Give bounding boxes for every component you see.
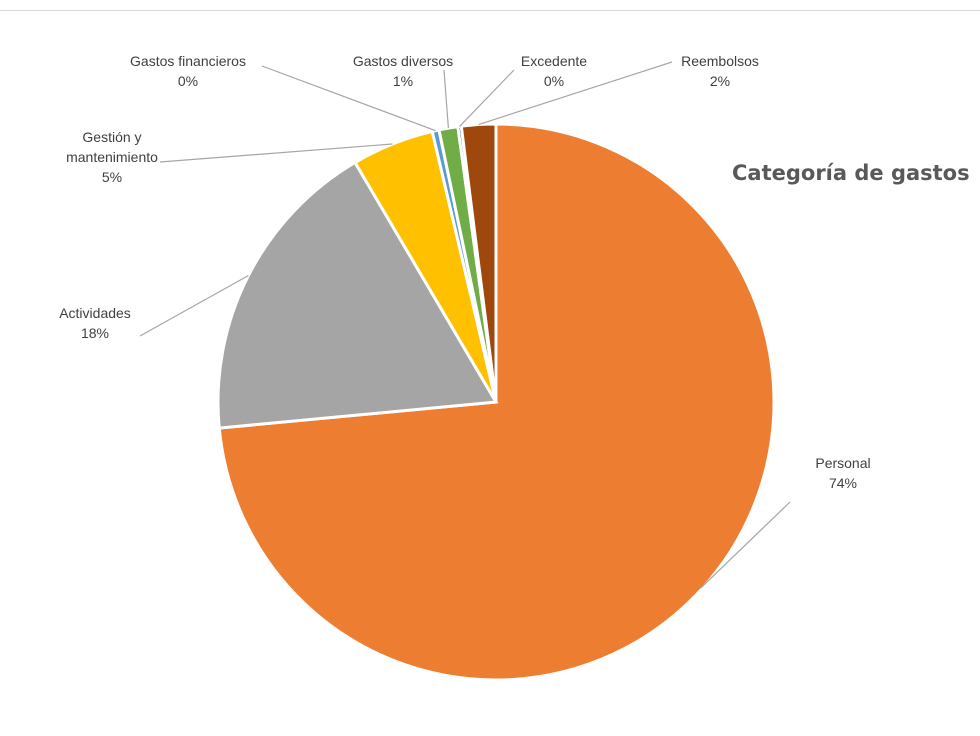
pie-slice-reembolsos bbox=[459, 122, 498, 403]
leader-lines bbox=[139, 61, 791, 589]
leader-line-gestion-y-mantenimiento bbox=[159, 143, 393, 163]
data-labels: Personal 74% Actividades 18% Gestión y manten… bbox=[59, 53, 870, 491]
data-label-gastos-financieros: Gastos financieros 0% bbox=[130, 53, 246, 89]
pie-slice-actividades bbox=[216, 160, 499, 430]
data-label-gestion-y-mantenimiento: Gestión y mantenimiento 5% bbox=[66, 129, 158, 185]
data-label-reembolsos: Reembolsos 2% bbox=[681, 53, 759, 89]
data-label-actividades: Actividades 18% bbox=[59, 305, 131, 341]
leader-line-personal bbox=[700, 501, 791, 589]
data-label-excedente: Excedente 0% bbox=[521, 53, 587, 89]
leader-line-reembolsos bbox=[478, 61, 673, 126]
leader-line-gastos-diversos bbox=[443, 69, 449, 129]
leader-line-actividades bbox=[139, 274, 249, 337]
top-divider bbox=[0, 10, 980, 11]
data-label-gastos-diversos: Gastos diversos 1% bbox=[353, 53, 453, 89]
chart-title: Categoría de gastos bbox=[732, 161, 970, 185]
pie-slices bbox=[216, 122, 776, 682]
leader-line-excedente bbox=[459, 69, 515, 127]
leader-line-gastos-financieros bbox=[261, 65, 436, 132]
data-label-personal: Personal 74% bbox=[815, 455, 870, 491]
